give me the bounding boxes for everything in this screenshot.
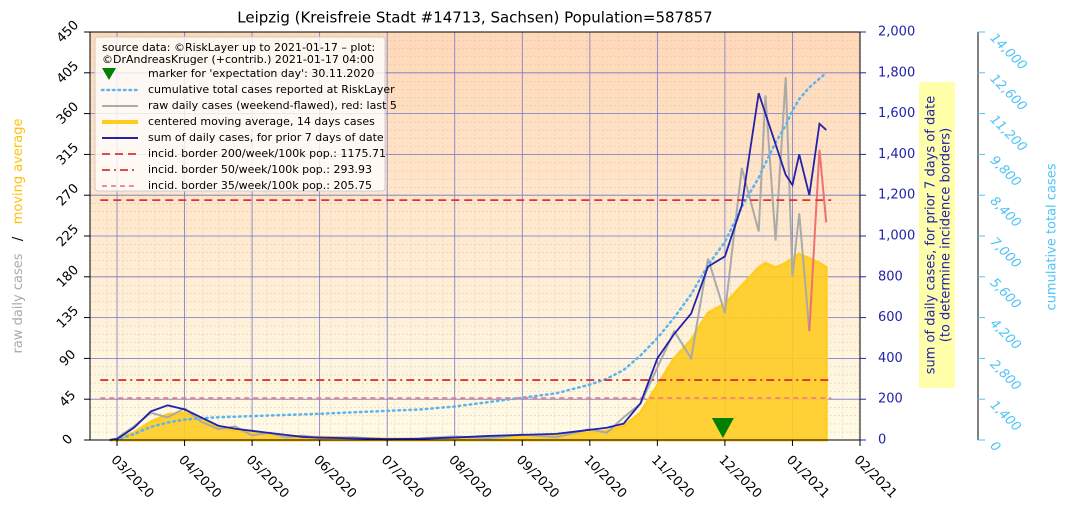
y2-tick-label: 1,400	[878, 147, 915, 162]
y2-tick-label: 1,000	[878, 229, 915, 244]
legend-label: incid. border 50/week/100k pop.: 293.93	[148, 163, 372, 176]
x-tick-label: 01/2021	[783, 453, 832, 502]
y2-label-box	[919, 82, 955, 388]
legend-swatch	[102, 68, 116, 80]
y3-tick-label: 4,200	[987, 316, 1024, 353]
x-tick-label: 02/2021	[851, 453, 900, 502]
y-tick-label: 45	[57, 388, 79, 410]
y3-label: cumulative total cases	[1045, 163, 1060, 310]
x-tick-label: 12/2020	[716, 453, 765, 502]
y3-tick-label: 9,800	[987, 153, 1024, 190]
y-tick-label: 135	[54, 304, 82, 332]
y-label-part: raw daily cases	[11, 253, 26, 353]
y3-tick-label: 5,600	[987, 275, 1024, 312]
x-tick-label: 10/2020	[581, 453, 630, 502]
x-tick-label: 07/2020	[378, 453, 427, 502]
legend-label: cumulative total cases reported at RiskL…	[148, 83, 395, 96]
y-tick-label: 225	[54, 222, 82, 250]
y-tick-label: 180	[54, 263, 82, 291]
y-tick-label: 90	[57, 347, 79, 369]
y-tick-label: 450	[54, 18, 82, 46]
y-tick-label: 405	[54, 59, 82, 87]
y3-tick-label: 14,000	[987, 31, 1030, 74]
y2-tick-label: 0	[878, 433, 886, 448]
y2-tick-label: 200	[878, 392, 903, 407]
legend-title: source data: ©RiskLayer up to 2021-01-17…	[102, 41, 375, 54]
x-tick-label: 06/2020	[310, 453, 359, 502]
x-tick-label: 11/2020	[648, 453, 697, 502]
x-tick-label: 09/2020	[513, 453, 562, 502]
y2-tick-label: 600	[878, 310, 903, 325]
y-label-part: /	[11, 236, 26, 241]
legend-box	[94, 36, 386, 192]
y2-tick-label: 1,800	[878, 65, 915, 80]
legend-label: marker for 'expectation day': 30.11.2020	[148, 67, 374, 80]
legend-label: centered moving average, 14 days cases	[148, 115, 375, 128]
legend-title: ©DrAndreasKruger (+contrib.) 2021-01-17 …	[102, 53, 374, 66]
series-dotted	[109, 71, 828, 442]
y-tick-label: 270	[54, 181, 82, 209]
y2-tick-label: 2,000	[878, 25, 915, 40]
y3-tick-label: 2,800	[987, 357, 1024, 394]
series-line	[110, 92, 827, 441]
x-tick-label: 08/2020	[445, 453, 494, 502]
y-tick-label: 315	[54, 140, 82, 168]
y-label-part: moving average	[11, 119, 26, 225]
series-line-highlight	[808, 149, 828, 332]
y-tick-label: 0	[60, 432, 76, 448]
chart-title: Leipzig (Kreisfreie Stadt #14713, Sachse…	[237, 9, 712, 27]
y3-tick-label: 8,400	[987, 194, 1024, 231]
legend-label: raw daily cases (weekend-flawed), red: l…	[148, 99, 397, 112]
y3-tick-label: 11,200	[987, 112, 1030, 155]
x-tick-label: 04/2020	[175, 453, 224, 502]
expectation-marker	[711, 418, 734, 438]
x-tick-label: 05/2020	[243, 453, 292, 502]
y2-label: sum of daily cases, for prior 7 days of …	[924, 96, 939, 375]
x-tick-label: 03/2020	[108, 453, 157, 502]
legend-label: sum of daily cases, for prior 7 days of …	[148, 131, 384, 144]
y3-tick-label: 0	[987, 439, 1003, 455]
series-line	[110, 77, 811, 442]
legend-label: incid. border 35/week/100k pop.: 205.75	[148, 179, 372, 192]
y2-tick-label: 400	[878, 351, 903, 366]
y3-tick-label: 1,400	[987, 398, 1024, 435]
y3-tick-label: 7,000	[987, 235, 1024, 272]
y2-tick-label: 1,200	[878, 188, 915, 203]
legend-label: incid. border 200/week/100k pop.: 1175.7…	[148, 147, 386, 160]
y-tick-label: 360	[54, 100, 82, 128]
y2-tick-label: 1,600	[878, 106, 915, 121]
y2-tick-label: 800	[878, 269, 903, 284]
y-label: raw daily cases / moving average	[11, 119, 26, 354]
y2-label: (to determine incidence borders)	[939, 128, 954, 343]
y3-tick-label: 12,600	[987, 71, 1030, 114]
